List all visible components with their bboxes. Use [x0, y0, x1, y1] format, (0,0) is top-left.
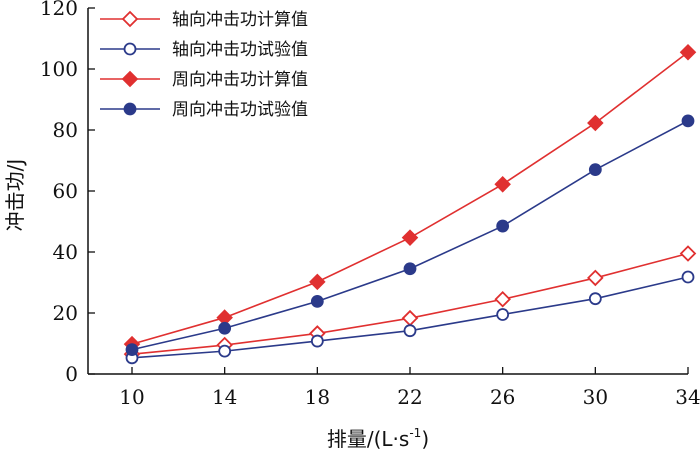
data-point [494, 176, 511, 193]
series-line-3 [131, 51, 689, 345]
data-point [496, 308, 510, 321]
y-tick-label: 60 [53, 179, 78, 203]
data-point [587, 269, 604, 287]
x-axis-title-superscript: -1 [409, 426, 421, 440]
data-point [310, 295, 324, 308]
data-point [679, 245, 697, 262]
data-point [588, 292, 602, 306]
y-tick-label: 80 [53, 118, 78, 142]
legend-label: 轴向冲击功计算值 [172, 10, 308, 30]
data-point [679, 43, 697, 61]
y-tick-label: 0 [65, 362, 78, 386]
legend-marker [123, 102, 137, 116]
x-axis-title-main: 排量/(L·s [327, 427, 409, 451]
x-tick-label: 26 [490, 385, 515, 409]
x-tick-label: 10 [119, 385, 144, 409]
y-tick-label: 20 [53, 301, 78, 325]
data-point [309, 273, 326, 291]
data-point [310, 334, 324, 348]
data-point [403, 324, 417, 338]
data-point [588, 163, 602, 177]
y-tick-label: 40 [53, 240, 78, 264]
x-axis-title: 排量/(L·s-1) [327, 426, 429, 451]
legend-label: 周向冲击功试验值 [172, 100, 308, 120]
x-tick-label: 18 [305, 385, 330, 409]
legend-label: 轴向冲击功试验值 [172, 40, 308, 60]
series-markers [123, 43, 697, 365]
legend-label: 周向冲击功计算值 [172, 70, 308, 90]
x-tick-label: 14 [212, 385, 237, 409]
data-point [496, 219, 510, 233]
legend-marker [123, 42, 137, 56]
x-tick-label: 34 [675, 385, 700, 409]
data-point [125, 343, 139, 357]
data-point [681, 270, 695, 284]
data-point [218, 344, 232, 358]
x-axis-title-end: ) [421, 427, 429, 451]
legend-marker [121, 70, 139, 88]
x-tick-label: 22 [397, 385, 422, 409]
x-tick-label: 30 [583, 385, 608, 409]
data-point [401, 309, 419, 327]
data-point [681, 114, 695, 128]
axes: 0 20 40 60 80 100 120 10 14 18 22 26 30 34 [40, 0, 700, 409]
data-point [401, 229, 419, 246]
data-point [403, 262, 417, 276]
data-point [587, 114, 604, 132]
y-tick-label: 100 [40, 57, 78, 81]
legend-marker [121, 10, 139, 28]
y-tick-label: 120 [40, 0, 78, 20]
data-point [494, 291, 511, 308]
y-axis-title: 冲击功/J [3, 159, 27, 232]
data-point [218, 321, 232, 335]
